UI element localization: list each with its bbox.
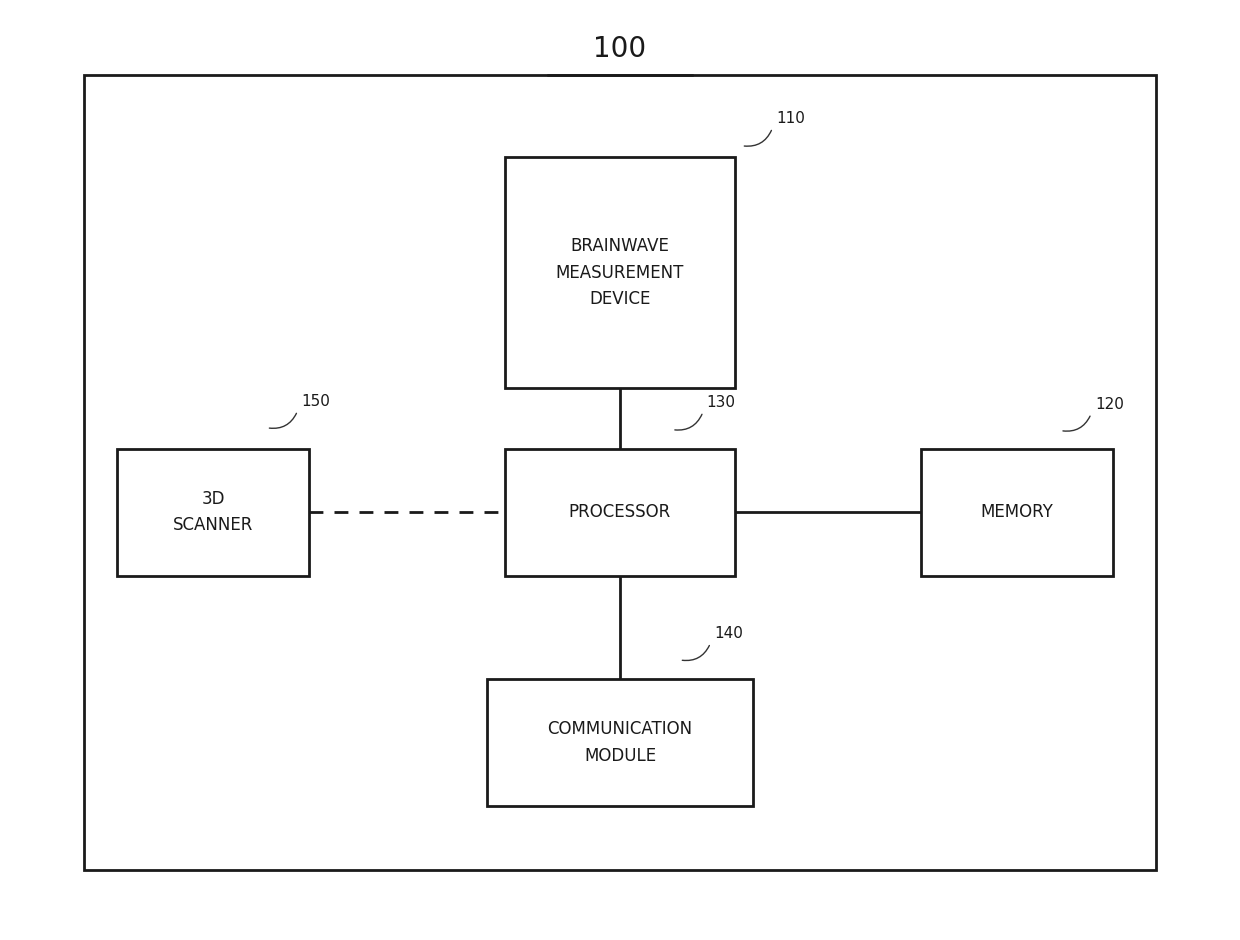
- Bar: [486, 679, 754, 807]
- Text: 3D
SCANNER: 3D SCANNER: [174, 490, 253, 535]
- Text: 120: 120: [1095, 397, 1123, 412]
- Bar: [117, 449, 310, 575]
- Bar: [84, 75, 1156, 870]
- Bar: [920, 449, 1114, 575]
- Text: COMMUNICATION
MODULE: COMMUNICATION MODULE: [547, 720, 693, 765]
- Text: 140: 140: [714, 626, 743, 641]
- Text: 150: 150: [301, 394, 330, 409]
- Bar: [506, 158, 734, 388]
- Text: MEMORY: MEMORY: [981, 503, 1053, 522]
- Text: PROCESSOR: PROCESSOR: [569, 503, 671, 522]
- Text: 130: 130: [707, 395, 735, 410]
- Bar: [506, 449, 734, 575]
- Text: 100: 100: [594, 35, 646, 63]
- Text: BRAINWAVE
MEASUREMENT
DEVICE: BRAINWAVE MEASUREMENT DEVICE: [556, 237, 684, 308]
- Text: 110: 110: [776, 111, 805, 126]
